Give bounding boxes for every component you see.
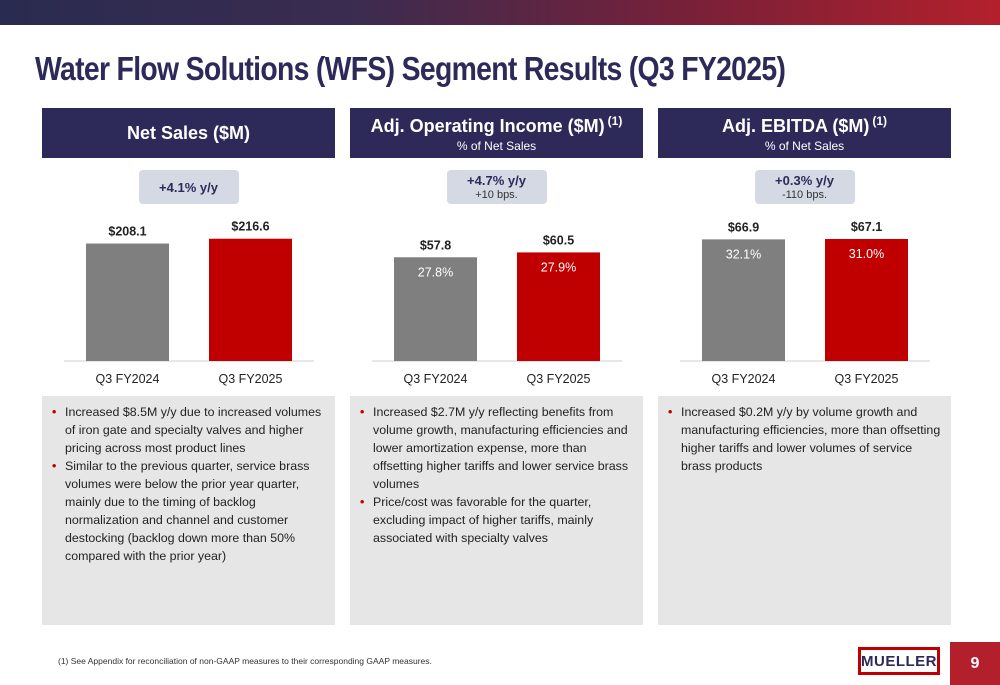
bar-prior-year xyxy=(394,257,477,361)
panel-header: Net Sales ($M) xyxy=(42,108,335,158)
bar-current-year xyxy=(209,238,292,361)
growth-main: +0.3% y/y xyxy=(775,173,834,188)
bar-margin-label: 27.9% xyxy=(541,260,576,274)
bar-value-label: $67.1 xyxy=(851,220,882,234)
net-sales-bar-chart: $208.1 Q3 FY2024 $216.6 Q3 FY2025 xyxy=(64,220,314,386)
notes-box: Increased $0.2M y/y by volume growth and… xyxy=(658,396,951,625)
mueller-logo: MUELLER xyxy=(858,647,940,675)
bullet-item: Increased $0.2M y/y by volume growth and… xyxy=(668,403,941,475)
bar-current-year xyxy=(825,239,908,361)
footnote: (1) See Appendix for reconciliation of n… xyxy=(58,656,432,666)
bar-margin-label: 27.8% xyxy=(418,265,453,279)
growth-sub: +10 bps. xyxy=(475,189,518,201)
bullet-item: Price/cost was favorable for the quarter… xyxy=(360,493,633,547)
page-number: 9 xyxy=(950,642,1000,685)
notes-box: Increased $2.7M y/y reflecting benefits … xyxy=(350,396,643,625)
panel-adj-ebitda: Adj. EBITDA ($M) (1) % of Net Sales +0.3%… xyxy=(658,108,951,625)
adj-ebitda-bar-chart: $66.9 32.1% Q3 FY2024 $67.1 31.0% Q3 FY2025 xyxy=(680,220,930,386)
panel-net-sales: Net Sales ($M) +4.1% y/y $208.1 Q3 FY2024… xyxy=(42,108,335,625)
bar-margin-label: 31.0% xyxy=(849,247,884,261)
bar-value-label: $216.6 xyxy=(231,220,269,234)
notes-box: Increased $8.5M y/y due to increased vol… xyxy=(42,396,335,625)
panel-title: Adj. Operating Income ($M) (1) xyxy=(370,113,623,136)
bar-value-label: $66.9 xyxy=(728,220,759,234)
top-color-band xyxy=(0,0,1000,25)
x-tick-label: Q3 FY2025 xyxy=(835,372,899,386)
growth-badge: +0.3% y/y -110 bps. xyxy=(754,170,855,204)
growth-main: +4.1% y/y xyxy=(159,179,218,195)
x-tick-label: Q3 FY2024 xyxy=(404,372,468,386)
bullet-item: Increased $8.5M y/y due to increased vol… xyxy=(52,403,325,457)
x-tick-label: Q3 FY2024 xyxy=(96,372,160,386)
footnote-marker: (1) xyxy=(607,113,623,128)
growth-badge: +4.1% y/y xyxy=(138,170,239,204)
page-title: Water Flow Solutions (WFS) Segment Resul… xyxy=(35,50,786,87)
x-tick-label: Q3 FY2024 xyxy=(712,372,776,386)
bar-prior-year xyxy=(702,239,785,361)
bar-margin-label: 32.1% xyxy=(726,247,761,261)
panel-header: Adj. EBITDA ($M) (1) % of Net Sales xyxy=(658,108,951,158)
panel-title: Adj. EBITDA ($M) (1) xyxy=(722,113,887,136)
bullet-list: Increased $8.5M y/y due to increased vol… xyxy=(52,403,325,565)
bar-value-label: $57.8 xyxy=(420,238,451,252)
x-tick-label: Q3 FY2025 xyxy=(527,372,591,386)
x-tick-label: Q3 FY2025 xyxy=(219,372,283,386)
panel-adj-operating-income: Adj. Operating Income ($M) (1) % of Net S… xyxy=(350,108,643,625)
bar-prior-year xyxy=(86,243,169,361)
growth-badge: +4.7% y/y +10 bps. xyxy=(446,170,547,204)
growth-sub: -110 bps. xyxy=(781,189,828,201)
panel-subtitle: % of Net Sales xyxy=(764,138,845,153)
panel-subtitle: % of Net Sales xyxy=(456,138,537,153)
growth-main: +4.7% y/y xyxy=(467,173,526,188)
panel-header: Adj. Operating Income ($M) (1) % of Net S… xyxy=(350,108,643,158)
bullet-list: Increased $0.2M y/y by volume growth and… xyxy=(668,403,941,475)
adj-operating-income-bar-chart: $57.8 27.8% Q3 FY2024 $60.5 27.9% Q3 FY2025 xyxy=(372,233,622,386)
footnote-marker: (1) xyxy=(872,113,887,128)
logo-text: MUELLER xyxy=(861,652,937,670)
bar-value-label: $60.5 xyxy=(543,233,574,247)
bar-value-label: $208.1 xyxy=(108,225,146,239)
bullet-item: Increased $2.7M y/y reflecting benefits … xyxy=(360,403,633,493)
panel-title: Net Sales ($M) xyxy=(126,122,251,143)
bullet-list: Increased $2.7M y/y reflecting benefits … xyxy=(360,403,633,547)
bullet-item: Similar to the previous quarter, service… xyxy=(52,457,325,565)
bar-current-year xyxy=(517,252,600,361)
